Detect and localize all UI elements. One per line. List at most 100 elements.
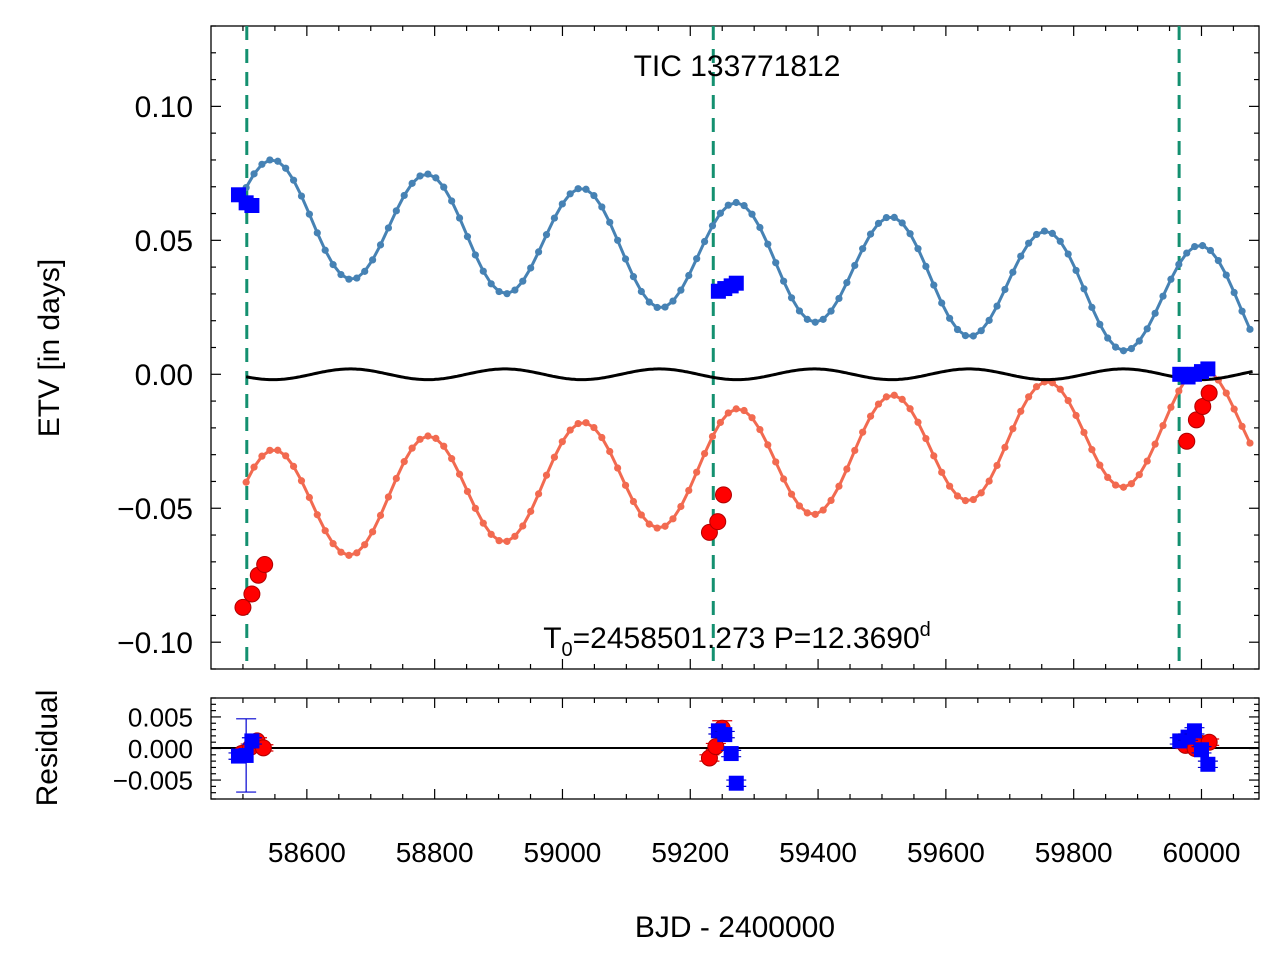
primary-model-point [835,294,843,303]
secondary-model-point [756,425,764,434]
secondary-model-point [376,511,385,519]
y-tick-label: −0.05 [117,493,193,526]
secondary-model-point [961,497,970,505]
primary-model-point [321,246,329,254]
x-tick-label: 60000 [1163,837,1241,868]
primary-model-point [479,267,487,275]
primary-observation [244,198,260,214]
primary-model-point [353,274,361,282]
primary-model-point [416,172,424,180]
secondary-model-point [250,463,258,471]
secondary-model-point [1119,483,1128,491]
secondary-model-point [329,540,337,548]
primary-model-point [693,255,701,263]
primary-model-point [1175,260,1183,268]
secondary-model-point [787,490,796,498]
secondary-model-point [740,406,748,415]
y-tick-label: −0.005 [113,765,193,795]
primary-model-point [1206,246,1215,255]
primary-model-point [985,316,993,324]
x-tick-label: 59000 [524,837,602,868]
secondary-model-point [1151,440,1159,448]
y-tick-label: 0.10 [135,91,193,124]
x-tick-label: 58600 [268,837,346,868]
secondary-model-point [866,412,875,420]
secondary-model-point [266,446,274,454]
secondary-model-point [700,449,709,458]
secondary-model-point [953,492,962,500]
primary-model-point [534,248,543,256]
secondary-model-point [946,482,954,490]
primary-model-point [305,210,313,218]
secondary-model-point [1222,389,1230,397]
secondary-model-point [819,506,827,514]
secondary-model-point [795,502,804,510]
primary-model-point [495,287,503,296]
secondary-model-point [511,532,519,540]
secondary-model-point [369,528,377,536]
primary-model-point [819,315,827,323]
secondary-model-point [321,527,329,535]
ephemeris-values: =2458501.273 P=12.3690 [573,622,920,655]
primary-model-point [1214,256,1222,265]
primary-model-point [946,314,954,322]
secondary-model-point [455,470,464,478]
primary-model-point [1017,252,1025,260]
x-tick-label: 58800 [396,837,474,868]
secondary-model-point [882,393,890,401]
secondary-model-point [1096,461,1104,469]
secondary-observation [714,486,732,504]
secondary-model-point [898,395,906,403]
primary-model-point [653,303,661,312]
primary-residual [244,733,260,749]
primary-model-point [645,298,653,306]
secondary-model-point [313,511,321,519]
primary-model-point [827,307,835,315]
secondary-model-point [416,435,424,443]
secondary-model-point [448,455,456,463]
secondary-model-point [297,477,306,485]
secondary-model-point [1009,425,1017,433]
residual-points [228,718,1220,793]
secondary-observation [256,556,274,574]
secondary-model-point [574,419,582,428]
secondary-model-point [566,426,574,434]
primary-model-point [432,174,440,182]
secondary-model-point [345,551,353,559]
primary-model-point [922,262,930,271]
secondary-model-point [1032,383,1041,391]
primary-model-point [748,210,756,218]
secondary-model-point [724,409,732,417]
secondary-model-point [772,458,780,466]
primary-model-point [258,160,266,168]
secondary-model-point [716,418,724,427]
primary-model-point [511,286,519,294]
secondary-model-point [353,549,361,557]
primary-model-point [930,281,938,289]
primary-model-point [1040,227,1049,235]
secondary-model-point [503,537,511,545]
primary-model-point [471,251,479,259]
primary-model-point [487,280,495,288]
primary-model-point [1104,334,1112,342]
secondary-model-point [748,414,756,422]
secondary-model-point [1056,385,1064,393]
secondary-model-point [653,524,661,532]
secondary-model-point [835,482,843,490]
primary-model-point [1127,345,1136,353]
primary-model-point [1191,242,1199,251]
primary-model-point [1001,285,1009,294]
primary-model-point [961,331,970,340]
primary-model-point [732,198,740,207]
secondary-model-point [527,507,535,515]
secondary-model-point [392,474,400,483]
eclipse-epoch-markers [245,26,1181,669]
primary-observation [728,275,744,291]
primary-model-point [440,183,448,191]
secondary-model-point [637,511,645,519]
primary-model-point [614,236,622,244]
y-tick-label: 0.005 [128,702,193,732]
primary-model-point [661,303,669,311]
secondary-model-point [534,490,543,498]
